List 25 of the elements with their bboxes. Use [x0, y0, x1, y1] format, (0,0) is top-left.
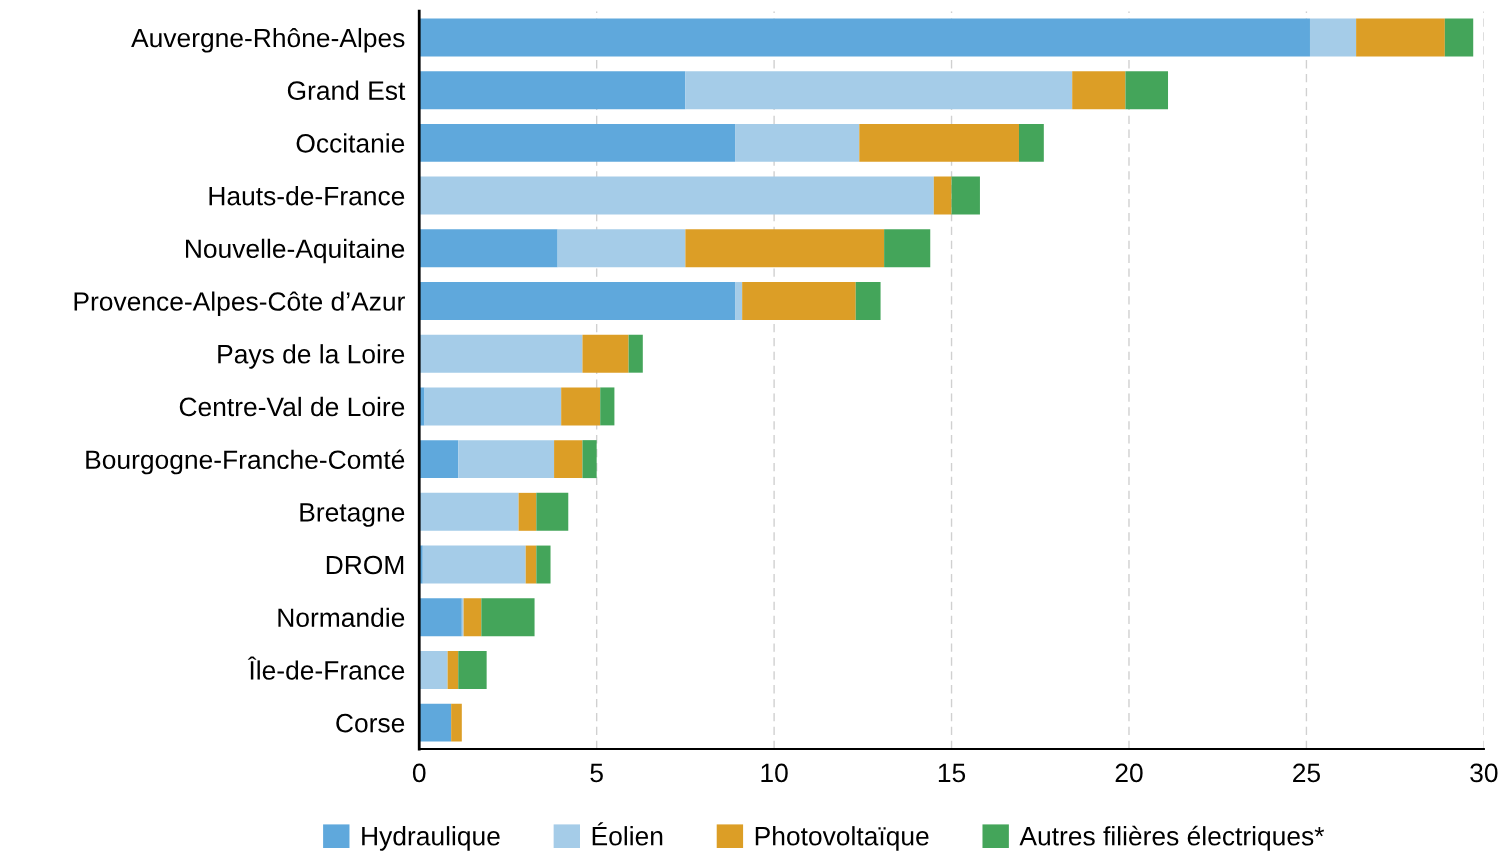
y-tick-label: Bourgogne-Franche-Comté [86, 449, 405, 475]
legend-label: Éolien [592, 822, 663, 846]
y-tick-label: Pays de la Loire [218, 344, 405, 369]
y-tick-label: Normandie [278, 607, 405, 628]
y-tick-label: Centre-Val de Loire [179, 396, 405, 417]
y-tick-label: Occitanie [296, 133, 405, 153]
legend-label: Hydraulique [362, 826, 500, 851]
y-tick-label: Auvergne-Rhône-Alpes [131, 27, 405, 53]
y-tick-label: Nouvelle-Aquitaine [186, 238, 405, 264]
y-tick-label: DROM [326, 555, 404, 575]
x-tick-label: 15 [938, 763, 966, 783]
x-tick-label: 0 [412, 763, 426, 783]
x-tick-label: 30 [1470, 763, 1498, 783]
legend-label: Photovoltaïque [755, 826, 929, 851]
y-tick-label: Bretagne [300, 503, 405, 527]
x-tick-label: 10 [761, 763, 788, 783]
x-tick-label: 25 [1293, 763, 1320, 783]
y-tick-label: Provence-Alpes-Côte d’Azur [74, 291, 405, 317]
y-tick-label: Grand Est [287, 80, 406, 101]
y-tick-label: Corse [336, 713, 405, 733]
x-tick-label: 20 [1115, 763, 1143, 783]
y-tick-label: Hauts-de-France [209, 186, 405, 206]
y-tick-label: Île-de-France [247, 656, 405, 680]
legend-label: Autres filières électriques* [1019, 825, 1325, 851]
x-tick-label: 5 [590, 763, 603, 783]
